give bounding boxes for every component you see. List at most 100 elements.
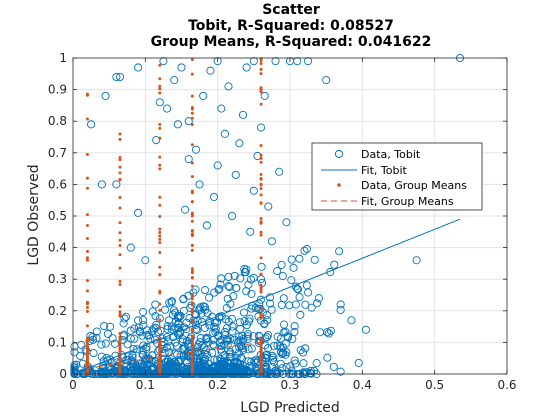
group-mean-point xyxy=(190,336,194,340)
group-mean-point xyxy=(85,117,89,121)
tobit-point xyxy=(224,335,233,345)
group-mean-point xyxy=(118,304,122,308)
x-axis-label: LGD Predicted xyxy=(240,400,340,416)
tobit-point xyxy=(281,350,290,359)
tobit-point xyxy=(195,338,204,347)
group-mean-point xyxy=(158,122,162,126)
tobit-point xyxy=(330,260,339,269)
tobit-point xyxy=(283,333,293,342)
y-tick-label: 1 xyxy=(59,51,67,65)
group-mean-point xyxy=(190,243,194,247)
tobit-point xyxy=(182,324,191,334)
tobit-point xyxy=(191,145,201,154)
tobit-point xyxy=(171,363,180,372)
tobit-point xyxy=(169,306,178,315)
tobit-point xyxy=(99,364,108,373)
tobit-point xyxy=(236,324,245,333)
tobit-point xyxy=(134,208,143,217)
tobit-point xyxy=(141,256,150,265)
group-mean-point xyxy=(190,72,194,76)
tobit-point xyxy=(195,358,204,367)
tobit-point xyxy=(276,359,285,368)
tobit-point xyxy=(106,322,115,331)
tobit-point xyxy=(85,336,94,346)
group-mean-point xyxy=(259,283,263,287)
group-mean-point xyxy=(190,267,194,271)
tobit-point xyxy=(184,117,193,126)
tobit-point xyxy=(177,63,186,72)
group-mean-point xyxy=(118,165,122,169)
tobit-point xyxy=(277,260,286,269)
tobit-point xyxy=(304,288,313,297)
tobit-point xyxy=(262,311,271,320)
group-mean-point xyxy=(190,232,194,236)
tobit-point xyxy=(305,368,315,377)
legend-label-data-tobit: Data, Tobit xyxy=(361,148,421,161)
tobit-point xyxy=(228,327,237,336)
group-mean-point xyxy=(259,59,263,63)
group-mean-point xyxy=(259,285,263,289)
group-mean-point xyxy=(259,177,263,181)
tobit-point xyxy=(128,350,137,360)
group-mean-point xyxy=(259,88,263,92)
group-mean-point xyxy=(118,310,122,314)
group-mean-point xyxy=(85,223,89,227)
tobit-point xyxy=(203,308,212,318)
group-mean-point xyxy=(259,272,263,276)
tobit-point xyxy=(178,335,187,344)
group-mean-point xyxy=(158,325,162,329)
group-mean-point xyxy=(259,336,263,340)
group-mean-point xyxy=(190,200,194,204)
group-mean-point xyxy=(259,67,263,71)
group-mean-point xyxy=(158,265,162,269)
tobit-point xyxy=(291,300,300,309)
tobit-point xyxy=(239,308,249,317)
tobit-point xyxy=(257,123,266,132)
tobit-point xyxy=(210,322,219,331)
tobit-point xyxy=(240,317,249,326)
tobit-point xyxy=(361,325,371,334)
tobit-point xyxy=(121,312,131,321)
tobit-point xyxy=(235,139,244,148)
axes-box xyxy=(72,57,508,375)
tobit-point xyxy=(195,180,204,189)
tobit-point xyxy=(300,246,309,255)
tobit-point xyxy=(235,336,244,345)
tobit-point xyxy=(209,341,219,350)
group-mean-point xyxy=(85,309,89,313)
tobit-point xyxy=(217,341,226,351)
group-mean-point xyxy=(259,72,263,76)
group-mean-point xyxy=(190,214,194,218)
tobit-point xyxy=(209,328,218,338)
tobit-point xyxy=(210,288,219,297)
tobit-point xyxy=(152,136,161,145)
tobit-point xyxy=(230,271,239,280)
tobit-point xyxy=(273,341,282,350)
tobit-point xyxy=(336,300,345,309)
tobit-point xyxy=(161,358,170,367)
tobit-point xyxy=(139,316,148,325)
tobit-point xyxy=(326,326,335,335)
tobit-point xyxy=(228,314,237,323)
group-mean-point xyxy=(259,233,263,237)
group-mean-point xyxy=(190,276,194,280)
tobit-point xyxy=(278,271,287,281)
tobit-point xyxy=(189,316,198,325)
tobit-point xyxy=(265,293,275,302)
tobit-point xyxy=(270,367,279,376)
tobit-point xyxy=(302,368,311,377)
group-mean-point xyxy=(259,316,263,320)
tobit-point xyxy=(228,211,237,221)
tobit-point xyxy=(126,367,135,376)
tobit-point xyxy=(286,362,295,371)
tobit-point xyxy=(171,324,180,333)
group-mean-point xyxy=(118,137,122,141)
group-mean-point xyxy=(158,230,162,234)
group-mean-point xyxy=(259,62,263,66)
tobit-point xyxy=(336,305,345,315)
tobit-point xyxy=(172,365,181,374)
tobit-point xyxy=(239,346,248,355)
tobit-point xyxy=(287,276,296,285)
tobit-point xyxy=(97,340,106,349)
group-mean-point xyxy=(259,102,263,106)
